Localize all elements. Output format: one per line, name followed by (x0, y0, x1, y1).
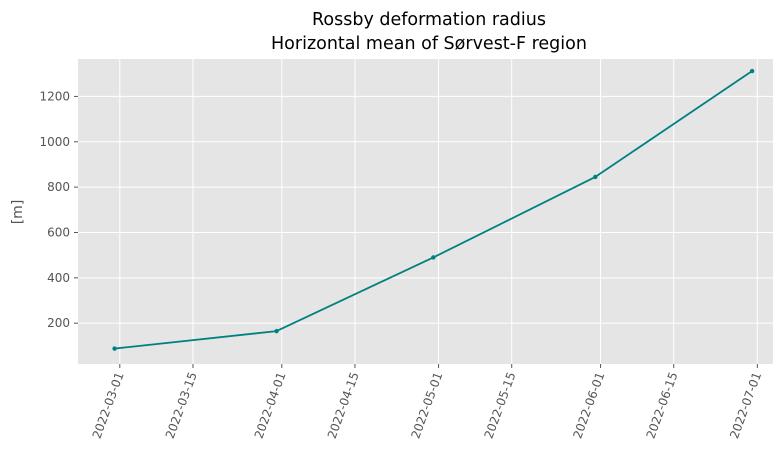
data-point (274, 328, 279, 334)
y-tick-label: 600 (47, 225, 70, 239)
data-point (749, 68, 755, 74)
x-tick-label: 2022-06-15 (644, 370, 681, 440)
y-tick-label: 400 (47, 271, 70, 285)
x-tick-label: 2022-07-01 (727, 370, 764, 440)
x-axis: 2022-03-01 2022-03-15 2022-04-01 2022-04-15… (90, 364, 764, 441)
chart-title: Rossby deformation radius (312, 10, 546, 30)
y-tick-label: 800 (47, 180, 70, 194)
series-group (112, 68, 755, 351)
data-point (431, 255, 436, 260)
y-tick-label: 1200 (39, 89, 70, 103)
plot-area (78, 59, 773, 364)
y-axis-label: [m] (10, 200, 26, 225)
x-tick-label: 2022-03-01 (90, 370, 127, 440)
x-gridlines (119, 59, 758, 364)
x-tick-label: 2022-04-15 (325, 370, 362, 440)
data-point (593, 174, 598, 180)
data-point (112, 346, 117, 351)
y-tick-label: 200 (47, 316, 70, 330)
x-tick-label: 2022-05-01 (408, 370, 445, 440)
x-tick-label: 2022-06-01 (570, 370, 607, 440)
x-tick-label: 2022-04-01 (252, 370, 289, 440)
chart-subtitle: Horizontal mean of Sørvest-F region (271, 34, 587, 54)
y-tick-label: 1000 (39, 135, 70, 149)
x-tick-label: 2022-03-15 (163, 370, 200, 440)
y-gridlines (78, 95, 773, 324)
x-tick-label: 2022-05-15 (482, 370, 519, 440)
y-axis: 200 400 600 800 1000 1200 (39, 89, 78, 330)
